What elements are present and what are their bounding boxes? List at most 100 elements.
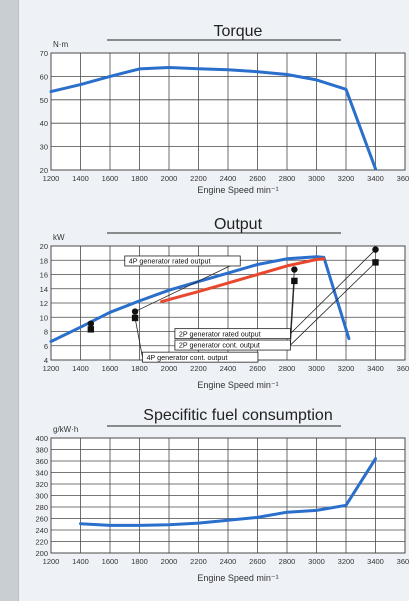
x-tick-label: 3000: [308, 557, 325, 566]
x-tick-label: 2400: [220, 557, 237, 566]
series-line-blue: [49, 255, 351, 343]
x-tick-label: 2800: [279, 174, 296, 183]
x-tick-label: 1600: [102, 364, 119, 373]
x-tick-label: 2600: [249, 364, 266, 373]
x-axis-label: Engine Speed min⁻¹: [197, 573, 278, 583]
x-tick-label: 2600: [249, 557, 266, 566]
y-axis-unit: g/kW·h: [53, 425, 78, 434]
x-tick-label: 1200: [43, 557, 60, 566]
y-tick-label: 400: [35, 434, 48, 443]
y-tick-label: 40: [40, 119, 48, 128]
x-tick-label: 1800: [131, 364, 148, 373]
x-tick-label: 3600: [397, 174, 409, 183]
y-tick-label: 30: [40, 143, 48, 152]
x-tick-label: 3600: [397, 557, 409, 566]
y-tick-label: 260: [35, 515, 48, 524]
annotation-leader: [134, 260, 241, 312]
annotation-box: [142, 351, 259, 363]
chart-title: Torque: [214, 23, 263, 40]
marker-square: [131, 314, 139, 322]
marker-circle: [291, 266, 298, 273]
x-tick-label: 2000: [161, 174, 178, 183]
x-axis-label: Engine Speed min⁻¹: [197, 380, 278, 390]
annotation-leader: [134, 317, 143, 358]
y-tick-label: 240: [35, 526, 48, 535]
y-tick-label: 8: [44, 328, 48, 337]
y-tick-label: 12: [40, 299, 48, 308]
x-tick-label: 2800: [279, 364, 296, 373]
marker-circle: [87, 320, 95, 327]
x-tick-label: 1600: [102, 174, 119, 183]
y-axis-unit: N·m: [53, 40, 68, 49]
marker-square: [87, 326, 95, 333]
x-tick-label: 2400: [220, 364, 237, 373]
marker-square: [291, 277, 298, 285]
marker-square: [372, 259, 379, 266]
y-tick-label: 50: [40, 96, 48, 105]
y-tick-label: 220: [35, 538, 48, 547]
x-tick-label: 1200: [43, 174, 60, 183]
x-tick-label: 3200: [338, 557, 355, 566]
annotation-leader: [290, 249, 376, 334]
sidebar: [0, 0, 18, 601]
charts-svg: Torque 1200 1400 1600 1800 2000 2200 2400 2600 28…: [35, 23, 409, 583]
x-tick-label: 2200: [190, 557, 207, 566]
x-axis-label: Engine Speed min⁻¹: [197, 185, 278, 195]
x-tick-label: 3200: [338, 364, 355, 373]
marker-circle: [372, 246, 379, 253]
x-tick-label: 2400: [220, 174, 237, 183]
annotation-box: [174, 328, 291, 340]
annotation-box: [174, 339, 291, 351]
annotation-box: [124, 255, 241, 267]
x-tick-label: 3000: [308, 364, 325, 373]
x-tick-label: 2600: [249, 174, 266, 183]
x-tick-label: 1400: [72, 557, 89, 566]
y-tick-label: 14: [40, 285, 48, 294]
marker-circle: [131, 308, 139, 315]
x-tick-label: 2000: [161, 557, 178, 566]
y-tick-label: 20: [40, 166, 48, 175]
y-tick-label: 4: [44, 356, 48, 365]
x-tick-label: 1400: [72, 364, 89, 373]
y-tick-label: 70: [40, 49, 48, 58]
x-tick-label: 3000: [308, 174, 325, 183]
y-tick-label: 6: [44, 342, 48, 351]
x-tick-label: 3600: [397, 364, 409, 373]
x-tick-label: 2800: [279, 557, 296, 566]
annotation-label: 4P generator cont. output: [146, 353, 227, 362]
series-line-red: [160, 257, 326, 304]
y-tick-label: 200: [35, 549, 48, 558]
x-tick-label: 2200: [190, 174, 207, 183]
x-tick-label: 1200: [43, 364, 60, 373]
annotation-label: 4P generator rated output: [129, 257, 211, 266]
y-tick-label: 300: [35, 492, 48, 501]
x-tick-label: 3200: [338, 174, 355, 183]
annotation-leader: [290, 280, 295, 346]
chart-panel: Torque 1200 1400 1600 1800 2000 2200 2400 2600 28…: [18, 0, 409, 601]
x-tick-label: 2000: [161, 364, 178, 373]
y-tick-label: 20: [40, 242, 48, 251]
series-line-blue: [49, 66, 377, 171]
series-line-blue: [79, 457, 377, 527]
x-tick-label: 3400: [367, 557, 384, 566]
y-tick-label: 16: [40, 271, 48, 280]
y-tick-label: 280: [35, 503, 48, 512]
y-tick-label: 360: [35, 457, 48, 466]
y-tick-label: 320: [35, 480, 48, 489]
y-tick-label: 18: [40, 256, 48, 265]
x-tick-label: 1600: [102, 557, 119, 566]
y-tick-label: 340: [35, 469, 48, 478]
y-tick-label: 60: [40, 72, 48, 81]
annotation-label: 2P generator cont. output: [179, 341, 260, 350]
x-tick-label: 3400: [367, 364, 384, 373]
chart-title: Specifitic fuel consumption: [143, 407, 332, 424]
y-tick-label: 10: [40, 313, 48, 322]
y-tick-label: 380: [35, 446, 48, 455]
annotation-leader: [290, 262, 376, 346]
x-tick-label: 1400: [72, 174, 89, 183]
x-tick-label: 1800: [131, 557, 148, 566]
x-tick-label: 1800: [131, 174, 148, 183]
y-axis-unit: kW: [53, 233, 65, 242]
x-tick-label: 3400: [367, 174, 384, 183]
